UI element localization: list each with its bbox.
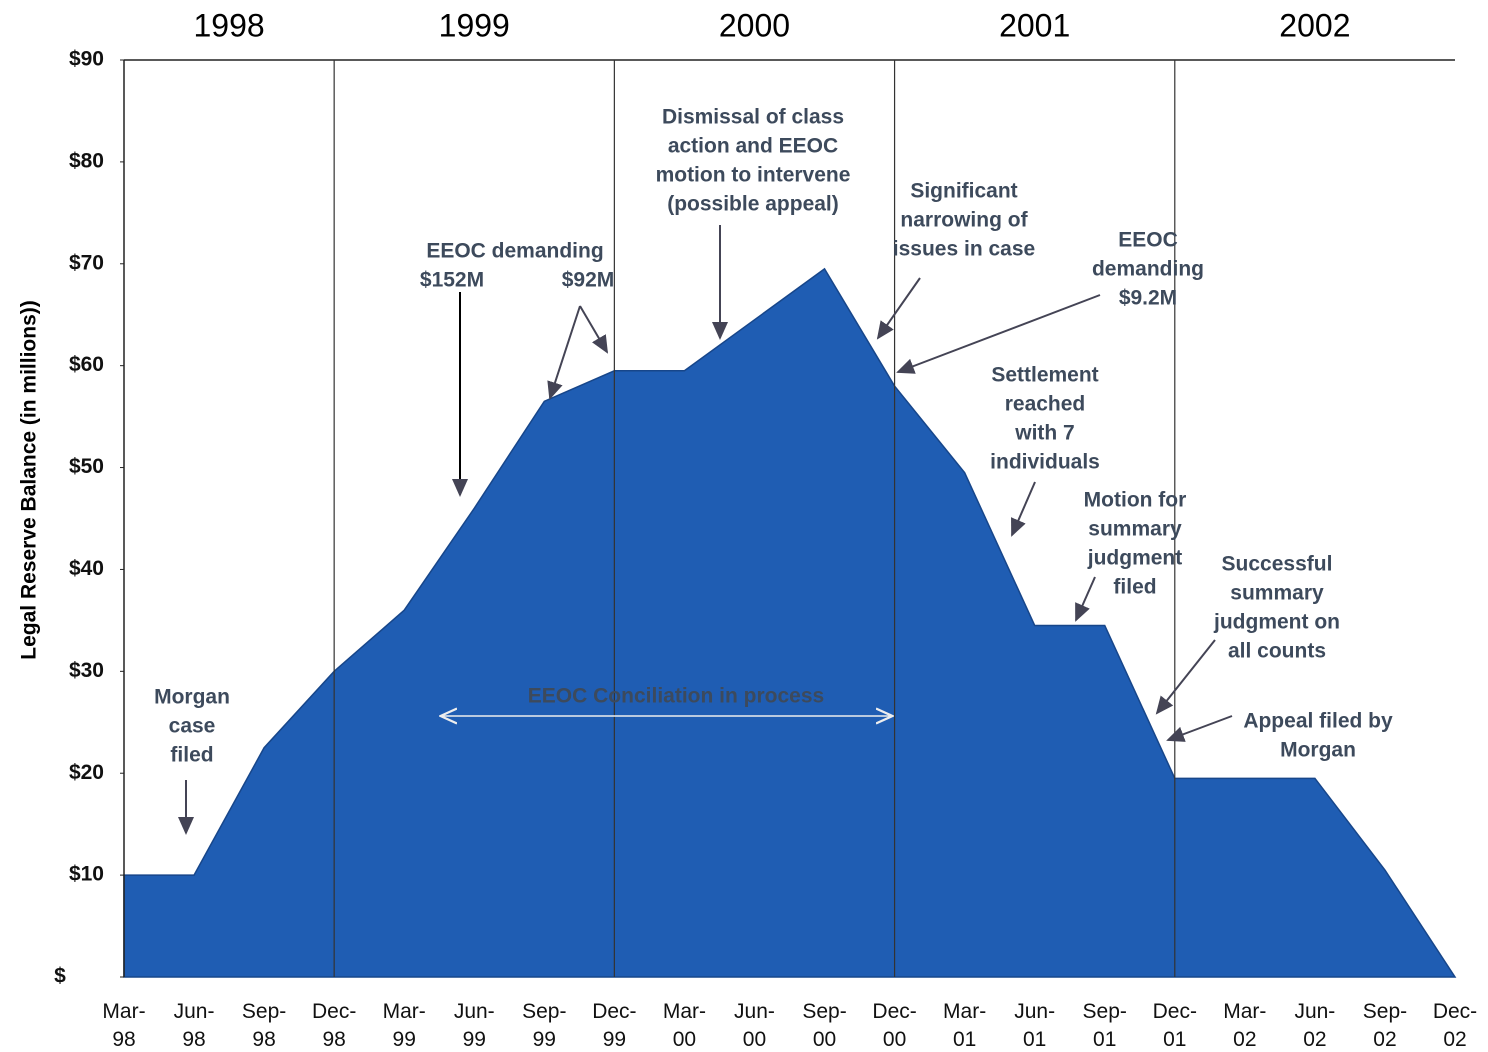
x-tick-label: Sep-02 xyxy=(1363,1000,1407,1051)
annotation: motion to intervene xyxy=(656,164,851,187)
area xyxy=(123,267,1457,978)
y-tick-label: $80 xyxy=(69,149,104,172)
x-tick-label: Mar-01 xyxy=(943,1000,986,1051)
x-tick-label: Dec-01 xyxy=(1153,1000,1197,1051)
y-tick-label: $20 xyxy=(69,761,104,784)
annotations: Morgan case filed EEOC demanding $152M $92M Di… xyxy=(154,106,1393,835)
x-tick-label: Dec-98 xyxy=(312,1000,356,1051)
annotation: issues in case xyxy=(893,238,1035,261)
annotation: $9.2M xyxy=(1119,287,1177,310)
x-tick-label: Dec-00 xyxy=(872,1000,916,1051)
annotation: Motion for xyxy=(1084,489,1187,512)
x-tick-label: Jun-02 xyxy=(1294,1000,1335,1051)
annotation: $152M xyxy=(420,269,484,292)
annotation: judgment xyxy=(1087,547,1183,570)
annotation-arrow xyxy=(1166,715,1233,742)
year-label: 1999 xyxy=(439,7,510,43)
annotation: reached xyxy=(1005,393,1086,416)
annotation-arrow xyxy=(876,277,921,340)
x-tick-label: Mar-00 xyxy=(663,1000,706,1051)
annotation: Dismissal of class xyxy=(662,106,844,129)
annotation: (possible appeal) xyxy=(667,193,839,216)
x-tick-label: Sep-99 xyxy=(522,1000,566,1051)
annotation: individuals xyxy=(990,451,1100,474)
x-tick-label: Jun-99 xyxy=(454,1000,495,1051)
year-label: 2001 xyxy=(999,7,1070,43)
y-tick-label: $90 xyxy=(69,48,104,71)
x-tick-label: Mar-98 xyxy=(102,1000,145,1051)
y-tick-label: $ xyxy=(54,965,66,988)
x-tick-label: Dec-99 xyxy=(592,1000,636,1051)
annotation: action and EEOC xyxy=(668,135,838,158)
x-tick-label: Dec-02 xyxy=(1433,1000,1477,1051)
annotation: Morgan xyxy=(1280,739,1356,762)
annotation: filed xyxy=(170,744,213,767)
annotation-arrow xyxy=(1075,576,1096,622)
annotation: judgment on xyxy=(1213,611,1340,634)
annotation: EEOC Conciliation in process xyxy=(528,685,824,708)
annotation: filed xyxy=(1113,576,1156,599)
annotation: summary xyxy=(1088,518,1182,541)
x-tick-label: Mar-99 xyxy=(383,1000,426,1051)
annotation: Morgan xyxy=(154,686,230,709)
annotation-arrow xyxy=(547,305,581,400)
x-tick-label: Jun-98 xyxy=(174,1000,215,1051)
x-tick-label: Sep-00 xyxy=(802,1000,846,1051)
year-label: 2000 xyxy=(719,7,790,43)
annotation: all counts xyxy=(1228,640,1326,663)
year-label: 2002 xyxy=(1279,7,1350,43)
annotation: summary xyxy=(1230,582,1324,605)
y-tick-label: $40 xyxy=(69,557,104,580)
annotation: Successful xyxy=(1222,553,1333,576)
y-tick-label: $50 xyxy=(69,455,104,478)
annotation: EEOC xyxy=(1118,229,1178,252)
x-tick-label: Jun-00 xyxy=(734,1000,775,1051)
annotation-arrow xyxy=(579,305,609,354)
x-tick-label: Sep-98 xyxy=(242,1000,286,1051)
annotation: Settlement xyxy=(991,364,1098,387)
annotation-arrow xyxy=(896,294,1101,374)
annotation: Appeal filed by xyxy=(1243,710,1393,733)
y-tick-label: $10 xyxy=(69,863,104,886)
annotation: demanding xyxy=(1092,258,1204,281)
y-tick-label: $70 xyxy=(69,251,104,274)
x-tick-label: Jun-01 xyxy=(1014,1000,1055,1051)
annotation: EEOC demanding xyxy=(426,240,603,263)
annotation-arrow xyxy=(1011,481,1036,537)
annotation-arrow xyxy=(1155,639,1216,715)
annotation: narrowing of xyxy=(900,209,1028,232)
y-tick-label: $30 xyxy=(69,659,104,682)
annotation: $92M xyxy=(562,269,615,292)
plot xyxy=(120,59,1457,978)
annotation: with 7 xyxy=(1014,422,1075,445)
year-label: 1998 xyxy=(193,7,264,43)
y-axis-label: Legal Reserve Balance (in millions)) xyxy=(18,300,41,659)
y-tick-label: $60 xyxy=(69,353,104,376)
x-tick-label: Mar-02 xyxy=(1223,1000,1266,1051)
x-tick-label: Sep-01 xyxy=(1083,1000,1127,1051)
annotation: Significant xyxy=(910,180,1017,203)
annotation: case xyxy=(169,715,216,738)
